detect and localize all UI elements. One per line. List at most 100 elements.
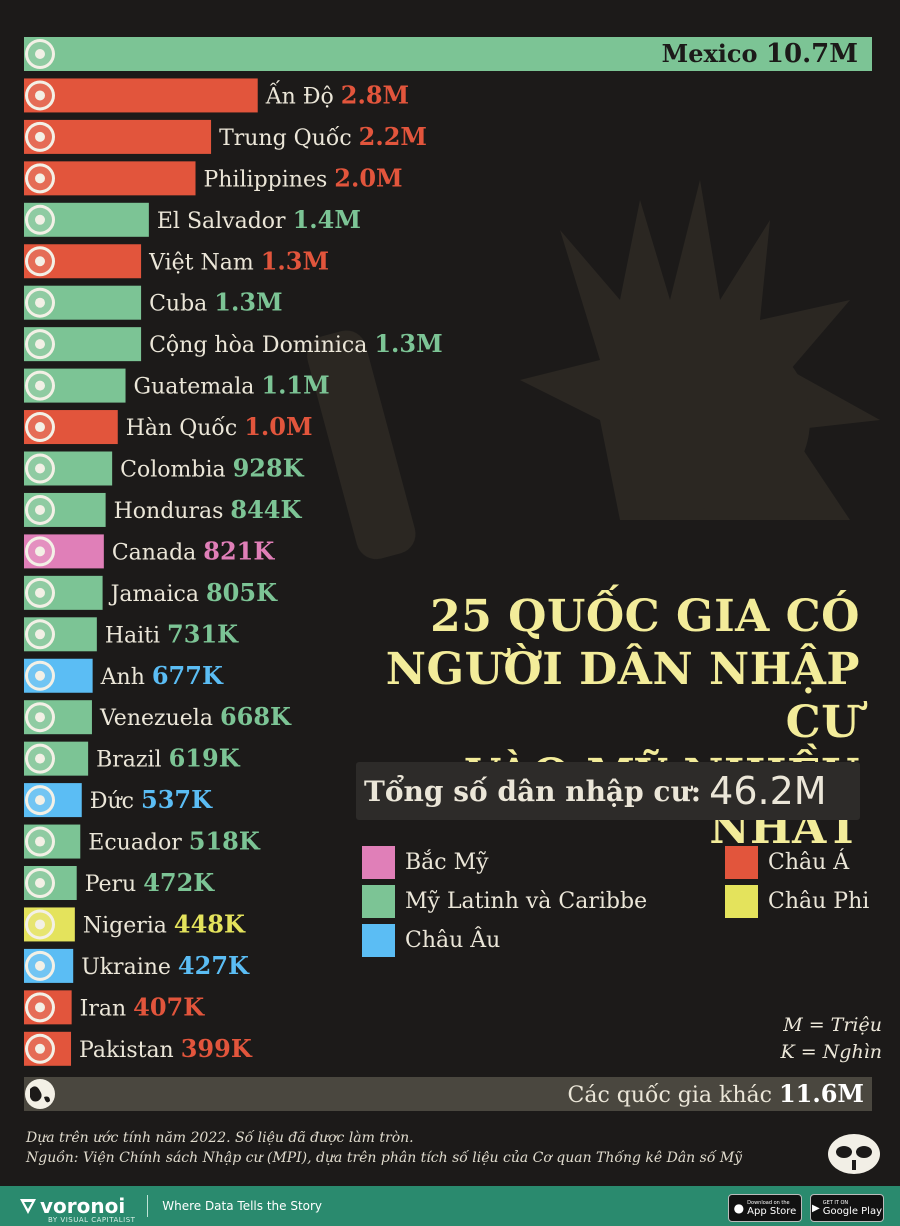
bar-row: Philippines 2.0M	[24, 161, 403, 196]
bar-row: Nigeria 448K	[24, 907, 246, 942]
google-play-small: GET IT ON	[822, 1199, 849, 1206]
bar-label: Ukraine 427K	[81, 951, 250, 980]
bar-row: Honduras 844K	[24, 492, 303, 527]
legend-item-asia: Châu Á	[725, 846, 849, 879]
bar-label: Đức 537K	[90, 785, 213, 814]
bar-label: Mexico 10.7M	[662, 39, 858, 69]
units-thousand: K = Nghìn	[780, 1041, 882, 1063]
south-korea-flag-icon	[25, 412, 55, 443]
legend-label-africa: Châu Phi	[768, 889, 870, 914]
vietnam-flag-icon	[25, 246, 55, 277]
category-label: Jamaica	[109, 582, 206, 607]
bar-label: Canada 821K	[112, 536, 276, 565]
play-icon: ▶	[812, 1202, 820, 1214]
app-store-button[interactable]: ● Download on the App Store	[728, 1194, 802, 1222]
category-label: Brazil	[96, 748, 168, 773]
category-label: Mexico	[662, 39, 766, 68]
ecuador-flag-icon	[25, 826, 55, 857]
value-label: 1.1M	[261, 371, 329, 400]
legend-swatch-asia	[725, 846, 758, 879]
other-category-label: Các quốc gia khác	[568, 1082, 779, 1108]
legend-swatch-north-america	[362, 846, 395, 879]
legend-item-europe: Châu Âu	[362, 924, 500, 957]
category-label: Haiti	[105, 623, 167, 648]
bar-label: Việt Nam 1.3M	[148, 246, 329, 275]
category-label: Hàn Quốc	[126, 415, 244, 441]
nigeria-flag-icon	[25, 909, 55, 940]
value-label: 928K	[233, 454, 305, 483]
bar-label: Colombia 928K	[120, 454, 305, 483]
category-label: Peru	[85, 872, 144, 897]
bar-row: Ukraine 427K	[24, 948, 250, 983]
bar-row: Ấn Độ 2.8M	[24, 78, 409, 113]
category-label: Trung Quốc	[219, 125, 359, 151]
google-play-label: Google Play	[822, 1205, 882, 1217]
bar-label: Nigeria 448K	[83, 909, 246, 938]
footer-tagline: Where Data Tells the Story	[162, 1199, 323, 1213]
category-label: Ấn Độ	[265, 80, 341, 109]
value-label: 1.3M	[214, 288, 282, 317]
bar-label: Brazil 619K	[96, 744, 241, 773]
bar-row: Hàn Quốc 1.0M	[24, 410, 313, 445]
bar-row: Venezuela 668K	[24, 700, 292, 735]
category-label: Đức	[90, 789, 141, 814]
bar-label: Honduras 844K	[114, 495, 303, 524]
category-label: Pakistan	[79, 1038, 181, 1063]
legend-label-asia: Châu Á	[768, 850, 850, 875]
category-label: Anh	[100, 665, 152, 690]
bar-row: Cuba 1.3M	[24, 285, 283, 320]
philippines-flag-icon	[25, 163, 55, 194]
value-label: 1.4M	[293, 205, 361, 234]
bar-row: Mexico 10.7M	[24, 37, 872, 71]
bar-label: Philippines 2.0M	[204, 163, 403, 192]
legend-label-north-america: Bắc Mỹ	[405, 850, 489, 875]
units-million: M = Triệu	[783, 1014, 882, 1036]
bar-label: El Salvador 1.4M	[157, 205, 361, 234]
category-label: Ukraine	[81, 955, 178, 980]
units-note: M = Triệu K = Nghìn	[780, 1012, 882, 1066]
note-line-2: Nguồn: Viện Chính sách Nhập cư (MPI), dự…	[26, 1150, 743, 1166]
venezuela-flag-icon	[25, 702, 55, 733]
bar-row: El Salvador 1.4M	[24, 202, 361, 237]
bar-row: Đức 537K	[24, 783, 213, 818]
bar	[24, 78, 258, 113]
iran-flag-icon	[25, 992, 55, 1023]
statue-of-liberty-silhouette	[307, 180, 880, 560]
value-label: 518K	[189, 827, 261, 856]
total-box: Tổng số dân nhập cư: 46.2M	[356, 762, 860, 820]
bar-label: Ấn Độ 2.8M	[265, 80, 409, 109]
category-label: Nigeria	[83, 913, 174, 938]
bar-row: Peru 472K	[24, 866, 215, 900]
bar-row: Haiti 731K	[24, 617, 239, 652]
google-play-button[interactable]: ▶ GET IT ON Google Play	[810, 1194, 884, 1222]
value-label: 2.2M	[359, 122, 427, 151]
legend-label-europe: Châu Âu	[405, 928, 501, 953]
category-label: Cuba	[149, 292, 214, 317]
bar-row: Việt Nam 1.3M	[24, 244, 329, 279]
guatemala-flag-icon	[25, 370, 55, 401]
title-line-1: 25 QUỐC GIA CÓ	[430, 591, 860, 642]
app-store-small: Download on the	[747, 1199, 790, 1206]
mexico-flag-icon	[25, 39, 55, 69]
apple-icon: ●	[733, 1201, 745, 1215]
note-line-1: Dựa trên ước tính năm 2022. Số liệu đã đ…	[26, 1130, 414, 1146]
legend-item-north-america: Bắc Mỹ	[362, 846, 489, 879]
jamaica-flag-icon	[25, 577, 55, 608]
ukraine-flag-icon	[25, 950, 55, 981]
legend-swatch-africa	[725, 885, 758, 918]
bar-chart: Mexico 10.7M Ấn Độ 2.8M Trung Quốc 2.2M Phi…	[24, 37, 880, 1111]
value-label: 844K	[230, 495, 302, 524]
total-label: Tổng số dân nhập cư:	[364, 774, 702, 808]
category-label: Colombia	[120, 458, 232, 483]
value-label: 1.3M	[261, 246, 329, 275]
footer-bar: voronoi BY VISUAL CAPITALIST Where Data …	[0, 1186, 900, 1226]
value-label: 2.0M	[334, 163, 402, 192]
canada-flag-icon	[25, 536, 55, 567]
bar-row: Cộng hòa Dominica 1.3M	[24, 327, 443, 362]
bar-row: Ecuador 518K	[24, 824, 261, 859]
value-label: 427K	[178, 951, 250, 980]
brazil-flag-icon	[25, 743, 55, 774]
other-bar	[24, 1077, 872, 1111]
colombia-flag-icon	[25, 453, 55, 484]
total-value: 46.2M	[709, 769, 827, 813]
